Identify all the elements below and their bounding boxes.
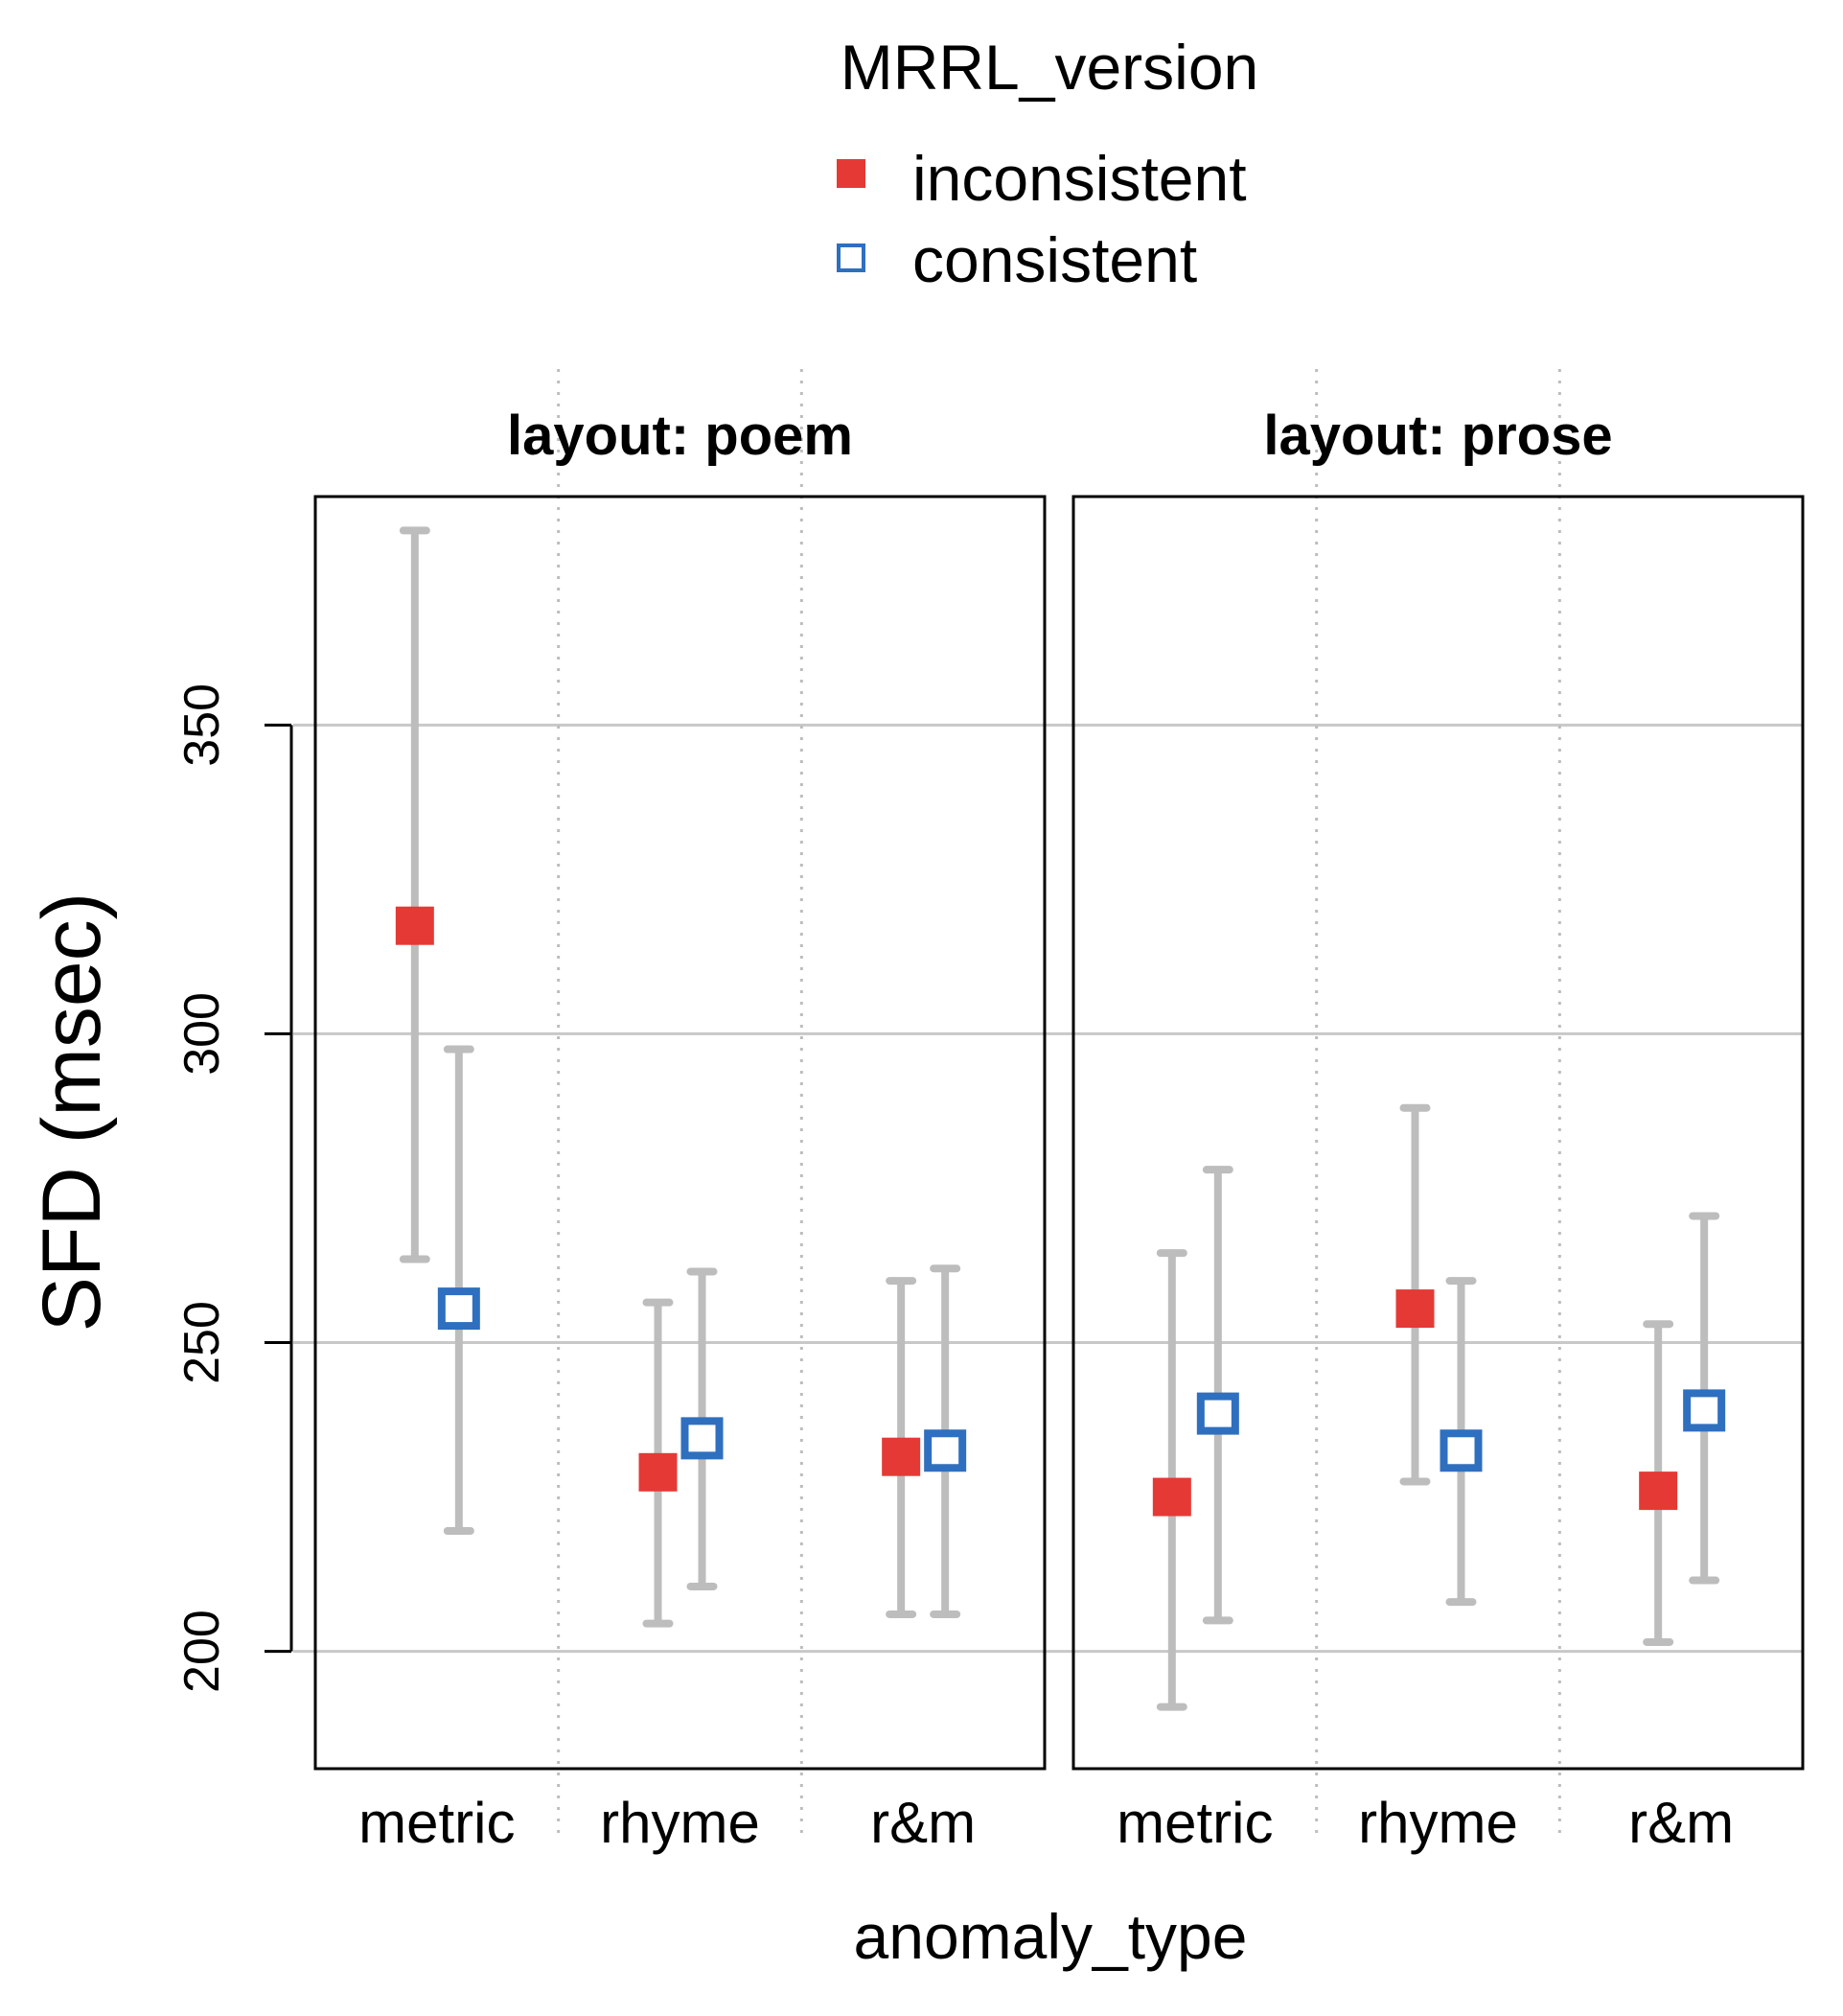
x-tick-label: r&m xyxy=(1628,1791,1734,1855)
point-inconsistent xyxy=(395,906,434,945)
legend-label-consistent: consistent xyxy=(912,224,1197,295)
x-tick-label: r&m xyxy=(870,1791,976,1855)
plot-area: 200 250 300 350 layout: poem metric rhyme r&m la… xyxy=(174,369,1805,1855)
point-inconsistent xyxy=(1395,1289,1435,1329)
x-axis-title: anomaly_type xyxy=(854,1901,1248,1972)
point-consistent xyxy=(1683,1389,1726,1432)
y-tick-label: 200 xyxy=(174,1610,230,1693)
panel-border xyxy=(313,495,1047,1771)
point-inconsistent xyxy=(1639,1471,1678,1511)
x-tick-label: metric xyxy=(1117,1791,1273,1855)
y-tick-label: 300 xyxy=(174,992,230,1076)
panel-border xyxy=(1071,495,1805,1771)
point-consistent xyxy=(437,1287,480,1331)
legend-title: MRRL_version xyxy=(841,32,1258,103)
point-consistent xyxy=(1196,1392,1239,1435)
y-tick-label: 250 xyxy=(174,1301,230,1384)
point-consistent xyxy=(680,1417,724,1460)
x-tick-label: rhyme xyxy=(600,1791,760,1855)
y-axis-title: SFD (msec) xyxy=(26,892,118,1332)
point-inconsistent xyxy=(638,1452,678,1492)
legend-marker-consistent xyxy=(837,243,865,272)
legend-marker-inconsistent xyxy=(837,159,865,188)
point-consistent xyxy=(1440,1429,1483,1472)
point-inconsistent xyxy=(1152,1477,1191,1517)
legend-label-inconsistent: inconsistent xyxy=(912,143,1247,214)
y-tick-label: 350 xyxy=(174,684,230,767)
point-inconsistent xyxy=(882,1437,921,1476)
legend: MRRL_version inconsistent consistent xyxy=(837,32,1258,295)
point-consistent xyxy=(924,1429,967,1472)
panel-title: layout: poem xyxy=(507,405,853,467)
x-tick-label: metric xyxy=(358,1791,515,1855)
x-tick-label: rhyme xyxy=(1358,1791,1518,1855)
panel-title: layout: prose xyxy=(1263,405,1612,467)
